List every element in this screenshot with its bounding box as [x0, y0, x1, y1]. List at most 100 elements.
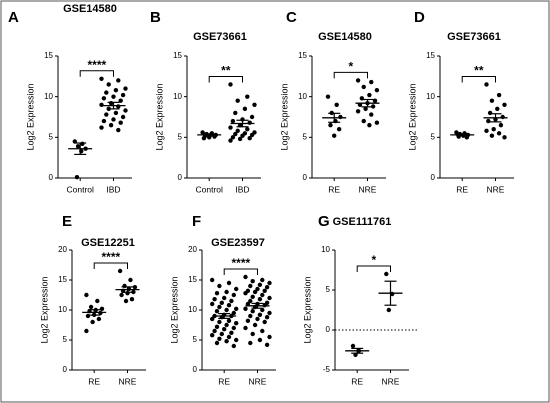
data-point — [217, 283, 222, 289]
data-point — [267, 334, 272, 340]
data-point — [264, 285, 270, 290]
data-point — [84, 328, 89, 334]
data-point — [231, 325, 236, 331]
y-tick-label: 20 — [188, 245, 197, 254]
y-tick-label: 10 — [298, 92, 307, 101]
data-point — [257, 297, 263, 302]
data-point — [99, 306, 105, 311]
y-tick-label: 0 — [431, 173, 436, 182]
data-point — [245, 318, 251, 323]
data-point — [367, 122, 372, 128]
y-tick-label: 10 — [44, 92, 53, 101]
data-point — [219, 300, 224, 305]
data-point — [252, 102, 257, 108]
data-point — [226, 318, 232, 323]
data-point — [132, 285, 138, 290]
significance-bracket — [333, 71, 368, 79]
data-point — [96, 316, 102, 322]
data-point — [101, 96, 107, 101]
y-tick-label: 5 — [178, 132, 183, 141]
data-point — [128, 277, 133, 283]
data-point — [226, 280, 232, 286]
data-point — [355, 109, 361, 114]
y-tick-label: 15 — [426, 51, 435, 60]
panel-letter: B — [150, 9, 161, 26]
x-tick-label: NRE — [382, 376, 400, 386]
data-point — [496, 92, 502, 98]
data-point — [267, 295, 272, 301]
data-point — [116, 127, 121, 133]
data-point — [334, 102, 339, 108]
x-tick-label: NRE — [359, 184, 377, 194]
data-point — [123, 108, 128, 113]
x-tick-label: IBD — [235, 184, 249, 194]
panel-letter: D — [414, 9, 425, 26]
data-point — [117, 268, 123, 274]
y-tick-label: 15 — [44, 51, 53, 60]
data-point — [491, 127, 496, 132]
data-point — [119, 292, 124, 298]
data-point — [113, 110, 119, 116]
data-point — [219, 331, 224, 337]
data-point — [328, 122, 333, 128]
data-point — [496, 131, 502, 136]
y-tick-label: 5 — [431, 132, 436, 141]
data-point — [108, 122, 114, 128]
x-tick-label: NRE — [249, 376, 267, 386]
panel-title: GSE73661 — [447, 31, 501, 43]
data-point — [230, 135, 236, 140]
data-point — [116, 78, 121, 83]
data-point — [361, 84, 366, 90]
data-point — [95, 298, 100, 304]
data-point — [369, 79, 374, 85]
data-point — [99, 102, 104, 108]
data-point — [243, 325, 248, 331]
y-tick-label: 10 — [173, 92, 182, 101]
data-point — [228, 82, 233, 87]
x-tick-label: RE — [218, 376, 230, 386]
data-point — [201, 135, 207, 141]
data-point — [262, 319, 267, 325]
data-point — [104, 90, 109, 95]
data-point — [214, 291, 220, 296]
data-point — [250, 294, 255, 299]
data-point — [267, 310, 272, 316]
y-axis-label: Log2 Expression — [154, 83, 164, 150]
data-point — [80, 141, 85, 147]
data-point — [210, 277, 215, 283]
y-axis-label: Log2 Expression — [25, 83, 35, 150]
data-point — [250, 279, 255, 284]
panel-letter: A — [8, 9, 19, 26]
data-point — [245, 127, 250, 132]
data-point — [487, 110, 493, 116]
data-point — [248, 340, 253, 346]
data-point — [75, 144, 81, 149]
panel-title: GSE14580 — [318, 31, 372, 43]
y-tick-label: 10 — [58, 305, 67, 314]
x-tick-label: RE — [328, 184, 340, 194]
panel-title: GSE73661 — [193, 31, 247, 43]
x-tick-label: IBD — [106, 184, 120, 194]
significance-label: * — [349, 60, 354, 74]
y-tick-label: 5 — [193, 335, 198, 344]
data-point — [230, 118, 236, 124]
data-point — [235, 98, 240, 103]
y-tick-label: 10 — [426, 92, 435, 101]
y-axis-label: Log2 Expression — [302, 276, 312, 343]
data-point — [374, 120, 380, 125]
data-point — [242, 106, 248, 112]
data-point — [88, 304, 94, 310]
significance-bracket — [79, 70, 114, 77]
significance-bracket — [356, 265, 391, 272]
data-point — [374, 87, 380, 93]
data-point — [99, 125, 104, 130]
data-point — [248, 283, 253, 289]
x-tick-label: RE — [88, 376, 100, 386]
data-point — [355, 78, 361, 83]
data-point — [260, 307, 265, 313]
data-point — [495, 106, 500, 112]
data-point — [252, 289, 258, 295]
data-point — [255, 286, 260, 292]
data-point — [250, 331, 255, 337]
